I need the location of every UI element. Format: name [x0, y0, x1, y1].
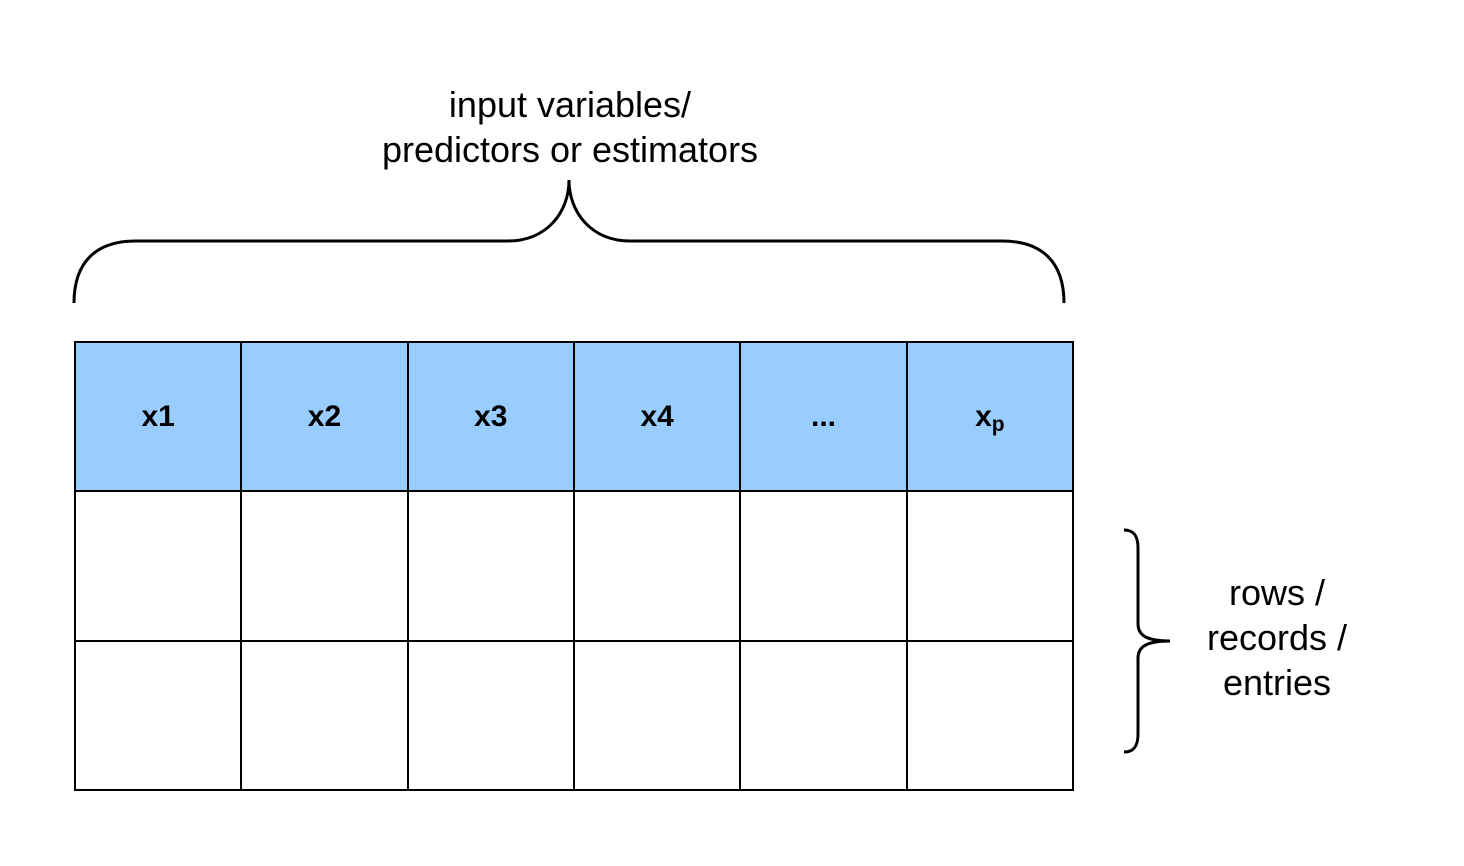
header-cell-x4: x4	[574, 343, 742, 493]
header-cell-x1: x1	[76, 343, 243, 493]
table-cell	[242, 641, 409, 791]
columns-label: input variables/ predictors or estimator…	[300, 82, 840, 172]
rows-label: rows / records / entries	[1180, 570, 1374, 705]
rows-label-line-1: rows /	[1228, 572, 1325, 613]
table-cell	[408, 492, 575, 642]
table-cell	[574, 641, 742, 791]
table-cell	[741, 641, 908, 791]
table-cell	[408, 641, 575, 791]
table-cell	[741, 492, 908, 642]
table-cell	[907, 641, 1074, 791]
header-cell-ellipsis: ...	[741, 343, 908, 493]
columns-label-line-2: predictors or estimators	[381, 129, 759, 170]
table-cell	[574, 492, 742, 642]
header-cell-x2: x2	[242, 343, 409, 493]
rows-label-line-2: records /	[1206, 617, 1348, 658]
table-cell	[76, 641, 243, 791]
table-cell	[242, 492, 409, 642]
header-subscript: p	[991, 412, 1005, 436]
side-brace	[1123, 528, 1171, 754]
rows-label-line-3: entries	[1222, 662, 1332, 703]
columns-label-line-1: input variables/	[448, 84, 692, 125]
table-cell	[907, 492, 1074, 642]
table-cell	[76, 492, 243, 642]
top-brace	[72, 179, 1066, 304]
header-cell-x3: x3	[408, 343, 575, 493]
